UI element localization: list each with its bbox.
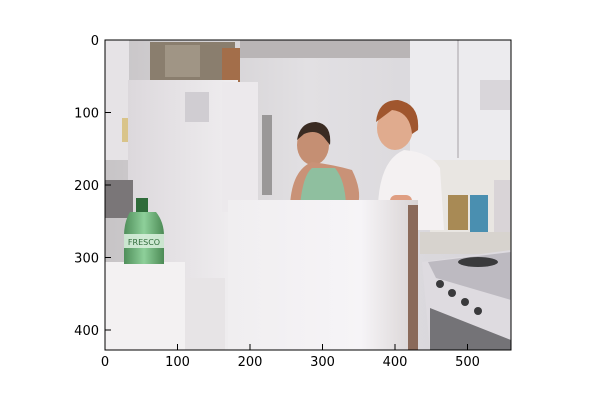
- counter-side: [185, 278, 225, 350]
- y-tick-label: 0: [91, 34, 99, 49]
- burner-grate: [458, 257, 498, 267]
- stove-knob: [474, 307, 482, 315]
- ceiling: [240, 40, 440, 58]
- x-tick-label: 400: [383, 355, 408, 370]
- x-tick-label: 500: [455, 355, 480, 370]
- kitchen-photo: FRESCO: [105, 40, 511, 350]
- person-left-top: [300, 168, 346, 205]
- box-on-fridge: [222, 48, 240, 82]
- bottle-label: [124, 234, 164, 248]
- axes-frame: [104, 39, 512, 351]
- x-axis: 0 100 200 300 400 500: [101, 344, 480, 370]
- cabinet-handle: [122, 118, 129, 142]
- open-fridge-door: [228, 200, 418, 350]
- y-tick-label: 200: [74, 179, 99, 194]
- y-tick-label: 100: [74, 107, 99, 122]
- bottle-cap: [136, 198, 148, 212]
- stove-knob: [461, 298, 469, 306]
- counter-can: [470, 195, 488, 235]
- counter-appliance: [494, 180, 511, 235]
- door-edge: [408, 205, 418, 350]
- jar: [165, 45, 200, 77]
- y-tick-label: 300: [74, 252, 99, 267]
- fridge-sticker: [185, 92, 209, 122]
- oven-door: [430, 308, 511, 350]
- counter-bottle: [448, 195, 468, 230]
- bottle-label-text: FRESCO: [128, 238, 160, 247]
- x-tick-label: 100: [165, 355, 190, 370]
- y-tick-label: 400: [74, 324, 99, 339]
- stove-knob: [448, 289, 456, 297]
- person-left-hair: [297, 122, 331, 145]
- x-tick-label: 0: [101, 355, 109, 370]
- counter-top: [420, 232, 511, 254]
- stove-knob: [436, 280, 444, 288]
- freezer-handle: [262, 115, 272, 195]
- lower-cabinet: [105, 262, 185, 350]
- x-tick-label: 300: [310, 355, 335, 370]
- person-left-face: [297, 125, 329, 165]
- wall-item: [105, 180, 133, 218]
- person-right-hair: [376, 100, 419, 134]
- y-axis: 0 100 200 300 400: [74, 34, 111, 339]
- x-tick-label: 200: [238, 355, 263, 370]
- freezer-door: [222, 82, 258, 212]
- range-hood: [480, 80, 511, 110]
- person-right-face: [377, 106, 413, 150]
